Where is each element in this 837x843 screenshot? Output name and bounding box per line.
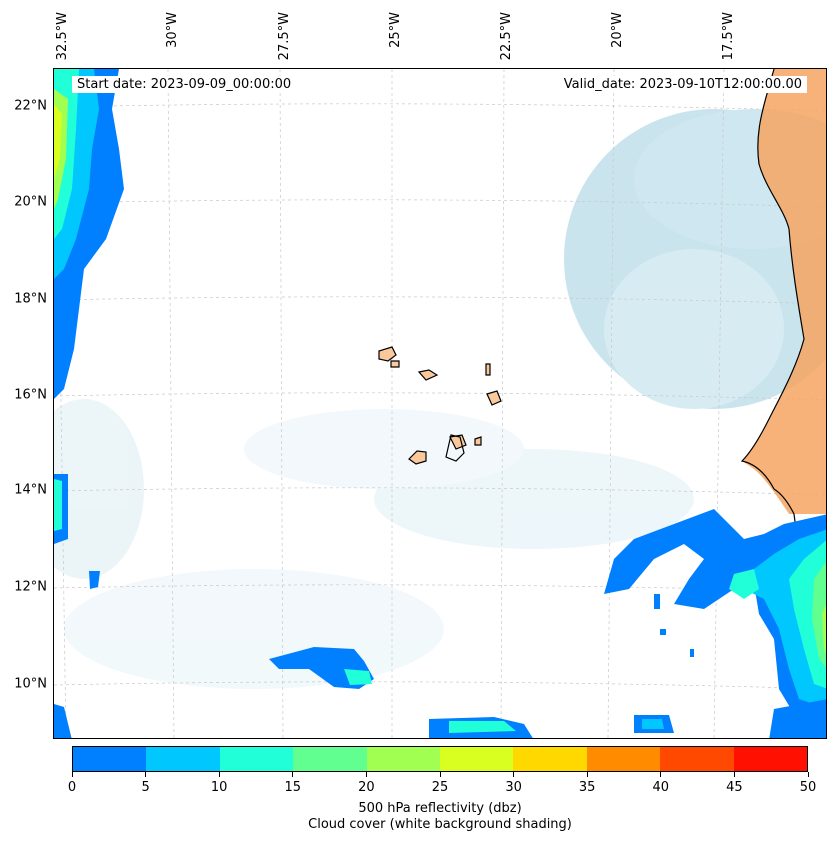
colorbar-tick (439, 772, 441, 777)
colorbar-segment-9 (733, 747, 808, 771)
colorbar-tick (218, 772, 220, 777)
lat-label-18n: 18°N (14, 291, 47, 307)
valid-date-label: Valid_date: 2023-09-10T12:00:00.00 (558, 76, 807, 93)
colorbar-label-line1: 500 hPa reflectivity (dbz) (358, 801, 522, 816)
colorbar-tick (660, 772, 662, 777)
lon-label-25w: 25°W (388, 12, 403, 48)
colorbar-title: 500 hPa reflectivity (dbz) Cloud cover (… (72, 801, 808, 833)
reflectivity-west-band (54, 69, 124, 738)
colorbar-tick (145, 772, 147, 777)
colorbar-tick-label: 0 (67, 780, 77, 795)
coastline (740, 69, 805, 530)
colorbar-tick (733, 772, 735, 777)
colorbar-segment-0 (73, 747, 147, 771)
reflectivity-south (269, 647, 533, 738)
colorbar-tick-label: 20 (358, 780, 375, 795)
colorbar-segment-7 (586, 747, 661, 771)
lon-label-20w: 20°W (610, 12, 625, 48)
lat-label-22n: 22°N (14, 98, 47, 114)
reflectivity-southeast (604, 509, 826, 738)
lat-label-16n: 16°N (14, 387, 47, 403)
colorbar (72, 746, 808, 772)
colorbar-segment-3 (293, 747, 367, 771)
cape-verde-islands (378, 346, 502, 465)
africa-land (742, 69, 826, 514)
lat-label-10n: 10°N (14, 676, 47, 692)
lon-label-32-5w: 32.5°W (55, 12, 70, 61)
lat-label-20n: 20°N (14, 194, 47, 210)
colorbar-segment-6 (513, 747, 587, 771)
colorbar-tick-label: 5 (141, 780, 150, 795)
colorbar-label-line2: Cloud cover (white background shading) (308, 817, 572, 832)
colorbar-tick (586, 772, 588, 777)
lon-label-30w: 30°W (165, 12, 180, 48)
lat-label-14n: 14°N (14, 482, 47, 498)
lat-label-12n: 12°N (14, 579, 47, 595)
start-date-label: Start date: 2023-09-09_00:00:00 (72, 76, 297, 93)
colorbar-tick (807, 772, 809, 777)
lon-label-22-5w: 22.5°W (499, 12, 514, 61)
colorbar-tick-label: 15 (284, 780, 302, 795)
map-canvas (54, 69, 826, 738)
colorbar-segment-2 (219, 747, 294, 771)
colorbar-tick (292, 772, 294, 777)
colorbar-tick-label: 30 (505, 780, 522, 795)
colorbar-tick-label: 45 (726, 780, 743, 795)
lon-label-27-5w: 27.5°W (277, 12, 292, 61)
lon-label-17-5w: 17.5°W (721, 12, 736, 61)
colorbar-tick-label: 25 (431, 780, 449, 795)
graticule (54, 69, 826, 738)
colorbar-tick-label: 10 (210, 780, 228, 795)
colorbar-tick (365, 772, 367, 777)
map-panel (53, 68, 827, 739)
colorbar-segment-5 (440, 747, 514, 771)
colorbar-tick-label: 50 (799, 780, 817, 795)
colorbar-tick (71, 772, 73, 777)
colorbar-segment-1 (146, 747, 220, 771)
colorbar-segment-8 (660, 747, 734, 771)
colorbar-tick-label: 35 (578, 780, 596, 795)
colorbar-tick (513, 772, 515, 777)
colorbar-segment-4 (366, 747, 441, 771)
colorbar-tick-label: 40 (652, 780, 670, 795)
